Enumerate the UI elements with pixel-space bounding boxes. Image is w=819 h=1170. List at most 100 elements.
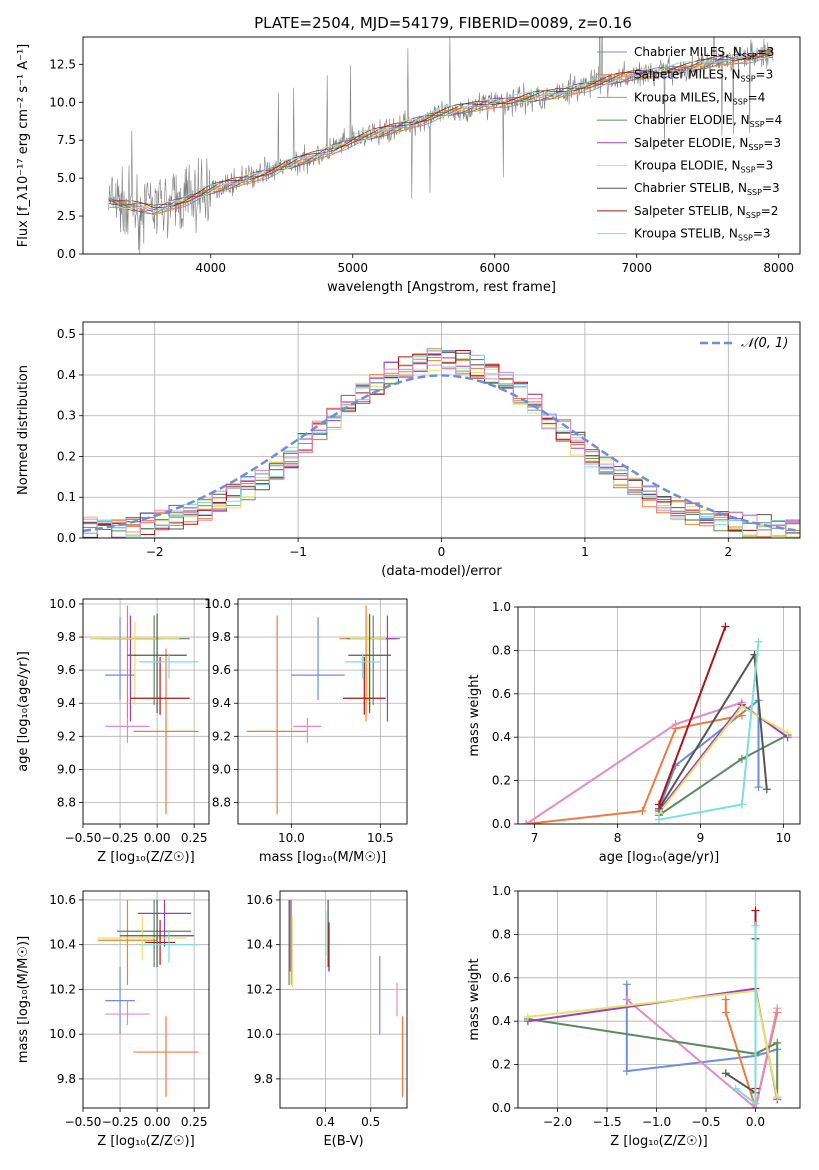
mass-weight-marker bbox=[762, 785, 771, 794]
legend-entry: Chabrier ELODIE, NSSP=4 bbox=[634, 113, 782, 129]
y-tick-label: 0.2 bbox=[492, 774, 511, 788]
y-tick-label: 9.0 bbox=[57, 762, 76, 776]
y-tick-label: 9.6 bbox=[57, 663, 76, 677]
y-tick-label: 0.0 bbox=[57, 531, 76, 545]
axes-frame bbox=[517, 890, 801, 1109]
errorbar-point bbox=[105, 1000, 150, 1026]
normal-curve bbox=[83, 374, 800, 533]
errorbar-point bbox=[105, 967, 135, 1035]
y-tick-label: 0.0 bbox=[57, 247, 76, 261]
age_vs_Z-axes: −0.50 −0.25 0.00 0.25 8.8 9.0 9.2 9.4 9.6 9.8 10.0… bbox=[16, 597, 210, 865]
spectrum-axes: 4000 5000 6000 7000 8000 0.0 2.5 5.0 7.5 10.0 12.5… bbox=[16, 36, 801, 295]
x-tick-label: −0.50 bbox=[65, 1115, 102, 1129]
y-tick-label: 10.0 bbox=[49, 95, 76, 109]
model-spectrum-salpeter_elodie bbox=[108, 53, 774, 212]
mass-weight-series-salpeter_miles bbox=[526, 714, 743, 824]
errorbar-point bbox=[137, 899, 192, 947]
y-tick-label: 10.6 bbox=[246, 893, 273, 907]
mass-weight-series-salpeter_elodie bbox=[658, 703, 789, 812]
y-tick-label: 1.0 bbox=[492, 884, 511, 898]
x-tick-label: 2 bbox=[724, 545, 732, 559]
errorbar-point bbox=[246, 615, 308, 815]
legend-entry: 𝒩(0, 1) bbox=[741, 336, 788, 351]
model-spectrum-salpeter_miles bbox=[108, 51, 774, 213]
x-axis-label: E(B-V) bbox=[323, 1134, 363, 1149]
x-tick-label: 8000 bbox=[763, 261, 794, 275]
mass-weight-marker bbox=[773, 1004, 782, 1013]
y-tick-label: 12.5 bbox=[49, 57, 76, 71]
mass-weight-series-kroupa_elodie bbox=[527, 989, 779, 1098]
axes-frame bbox=[82, 36, 801, 255]
x-tick-label: 7 bbox=[531, 831, 539, 845]
mass-weight-marker bbox=[754, 637, 763, 646]
y-tick-label: 8.8 bbox=[57, 795, 76, 809]
y-tick-label: 0.8 bbox=[492, 643, 511, 657]
legend-entry: Kroupa MILES, NSSP=4 bbox=[634, 90, 765, 106]
y-tick-label: 9.8 bbox=[254, 1072, 273, 1086]
mass-weight-marker bbox=[655, 800, 663, 809]
x-axis-label: wavelength [Angstrom, rest frame] bbox=[327, 280, 556, 295]
errorbar-point bbox=[105, 718, 150, 743]
y-axis-label: Flux [f_λ10⁻¹⁷ erg cm⁻² s⁻¹ A⁻¹] bbox=[16, 44, 31, 248]
mass-weight-marker bbox=[773, 1038, 782, 1047]
axes-frame bbox=[517, 606, 801, 825]
mass-weight-series-pink bbox=[626, 998, 779, 1108]
residual-histogram-kroupa_elodie bbox=[83, 361, 800, 538]
residuals-legend: 𝒩(0, 1) bbox=[700, 336, 788, 351]
x-tick-label: 0 bbox=[438, 545, 446, 559]
y-tick-label: 9.2 bbox=[212, 729, 231, 743]
x-tick-label: 5000 bbox=[337, 261, 368, 275]
x-tick-label: −1.0 bbox=[642, 1115, 671, 1129]
errorbar-point bbox=[100, 615, 161, 722]
y-tick-label: 10.0 bbox=[49, 597, 76, 611]
x-tick-label: 0.25 bbox=[181, 831, 208, 845]
y-tick-label: 0.4 bbox=[57, 368, 76, 382]
errorbar-point bbox=[120, 899, 195, 968]
y-tick-label: 10.6 bbox=[49, 893, 76, 907]
mass-weight-marker bbox=[523, 1012, 532, 1021]
y-tick-label: 0.6 bbox=[492, 971, 511, 985]
y-tick-label: 9.4 bbox=[57, 696, 76, 710]
y-tick-label: 0.0 bbox=[492, 1101, 511, 1115]
residuals-marks bbox=[83, 348, 800, 538]
x-tick-label: 9 bbox=[697, 831, 705, 845]
mass-weight-marker bbox=[773, 1093, 782, 1102]
y-tick-label: 9.8 bbox=[212, 630, 231, 644]
x-tick-label: 10 bbox=[776, 831, 791, 845]
mass-weight-marker bbox=[622, 980, 631, 989]
x-axis-label: (data-model)/error bbox=[381, 564, 502, 579]
x-tick-label: −0.25 bbox=[102, 1115, 139, 1129]
errorbar-point bbox=[145, 920, 175, 965]
y-tick-label: 0.3 bbox=[57, 409, 76, 423]
residual-histogram-pink bbox=[83, 361, 800, 538]
mass-weight-marker bbox=[622, 995, 631, 1004]
mass-weight-marker bbox=[731, 1084, 740, 1093]
y-tick-label: 0.1 bbox=[57, 490, 76, 504]
mass-weight-marker bbox=[721, 622, 730, 631]
mass-weight-marker bbox=[721, 1069, 730, 1078]
y-tick-label: 0.2 bbox=[492, 1058, 511, 1072]
errorbar-point bbox=[348, 613, 391, 714]
errorbar-point bbox=[346, 615, 400, 705]
mass-weight-marker bbox=[737, 754, 746, 763]
x-tick-label: −1 bbox=[289, 545, 307, 559]
x-axis-label: age [log₁₀(age/yr)] bbox=[599, 850, 720, 865]
y-axis-label: age [log₁₀(age/yr)] bbox=[16, 651, 31, 772]
x-tick-label: 7000 bbox=[621, 261, 652, 275]
mass_vs_Z-marks bbox=[97, 899, 199, 1097]
y-tick-label: 9.4 bbox=[212, 696, 231, 710]
x-tick-label: 4000 bbox=[196, 261, 227, 275]
x-tick-label: 0.00 bbox=[144, 831, 171, 845]
legend-entry: Salpeter MILES, NSSP=3 bbox=[634, 68, 773, 84]
y-tick-label: 10.2 bbox=[246, 982, 273, 996]
x-tick-label: 0.25 bbox=[181, 1115, 208, 1129]
mass-weight-marker bbox=[671, 720, 680, 729]
y-tick-label: 0.0 bbox=[492, 817, 511, 831]
x-tick-label: 6000 bbox=[479, 261, 510, 275]
y-tick-label: 10.4 bbox=[246, 938, 273, 952]
x-tick-label: 10.0 bbox=[278, 831, 305, 845]
mass-weight-marker bbox=[622, 1067, 631, 1076]
y-tick-label: 9.0 bbox=[212, 762, 231, 776]
y-tick-label: 0.8 bbox=[492, 927, 511, 941]
